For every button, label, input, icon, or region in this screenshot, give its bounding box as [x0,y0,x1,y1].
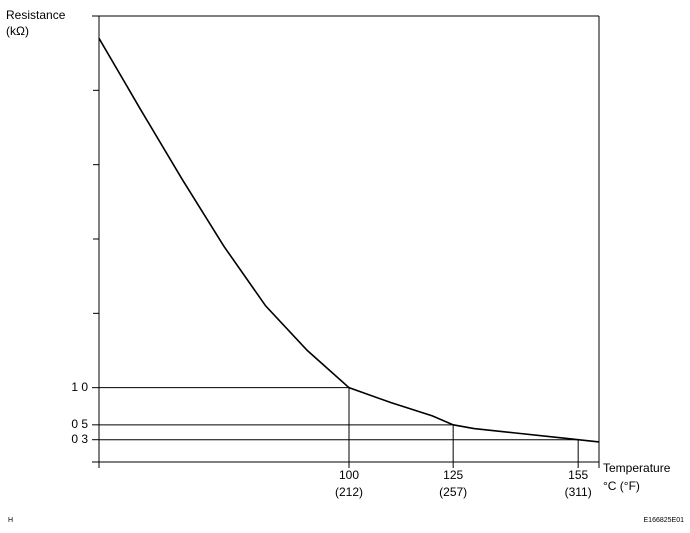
corner-label: E166825E01 [644,517,685,524]
x-label: °C (°F) [603,479,640,493]
y-label: Resistance [6,8,66,22]
x-tick-label: 155 [568,468,588,482]
y-tick-label: 1 0 [71,380,88,394]
curve [98,37,600,443]
y-tick-label: 0 3 [71,432,88,446]
x-tick-sublabel: (311) [565,485,592,499]
corner-label: H [8,517,13,524]
x-tick-label: 100 [339,468,359,482]
y-tick-label: 0 5 [71,417,88,431]
x-label: Temperature [603,461,671,475]
x-tick-label: 125 [443,468,463,482]
x-tick-sublabel: (257) [439,485,467,499]
y-label: (kΩ) [6,24,29,38]
x-tick-sublabel: (212) [335,485,363,499]
